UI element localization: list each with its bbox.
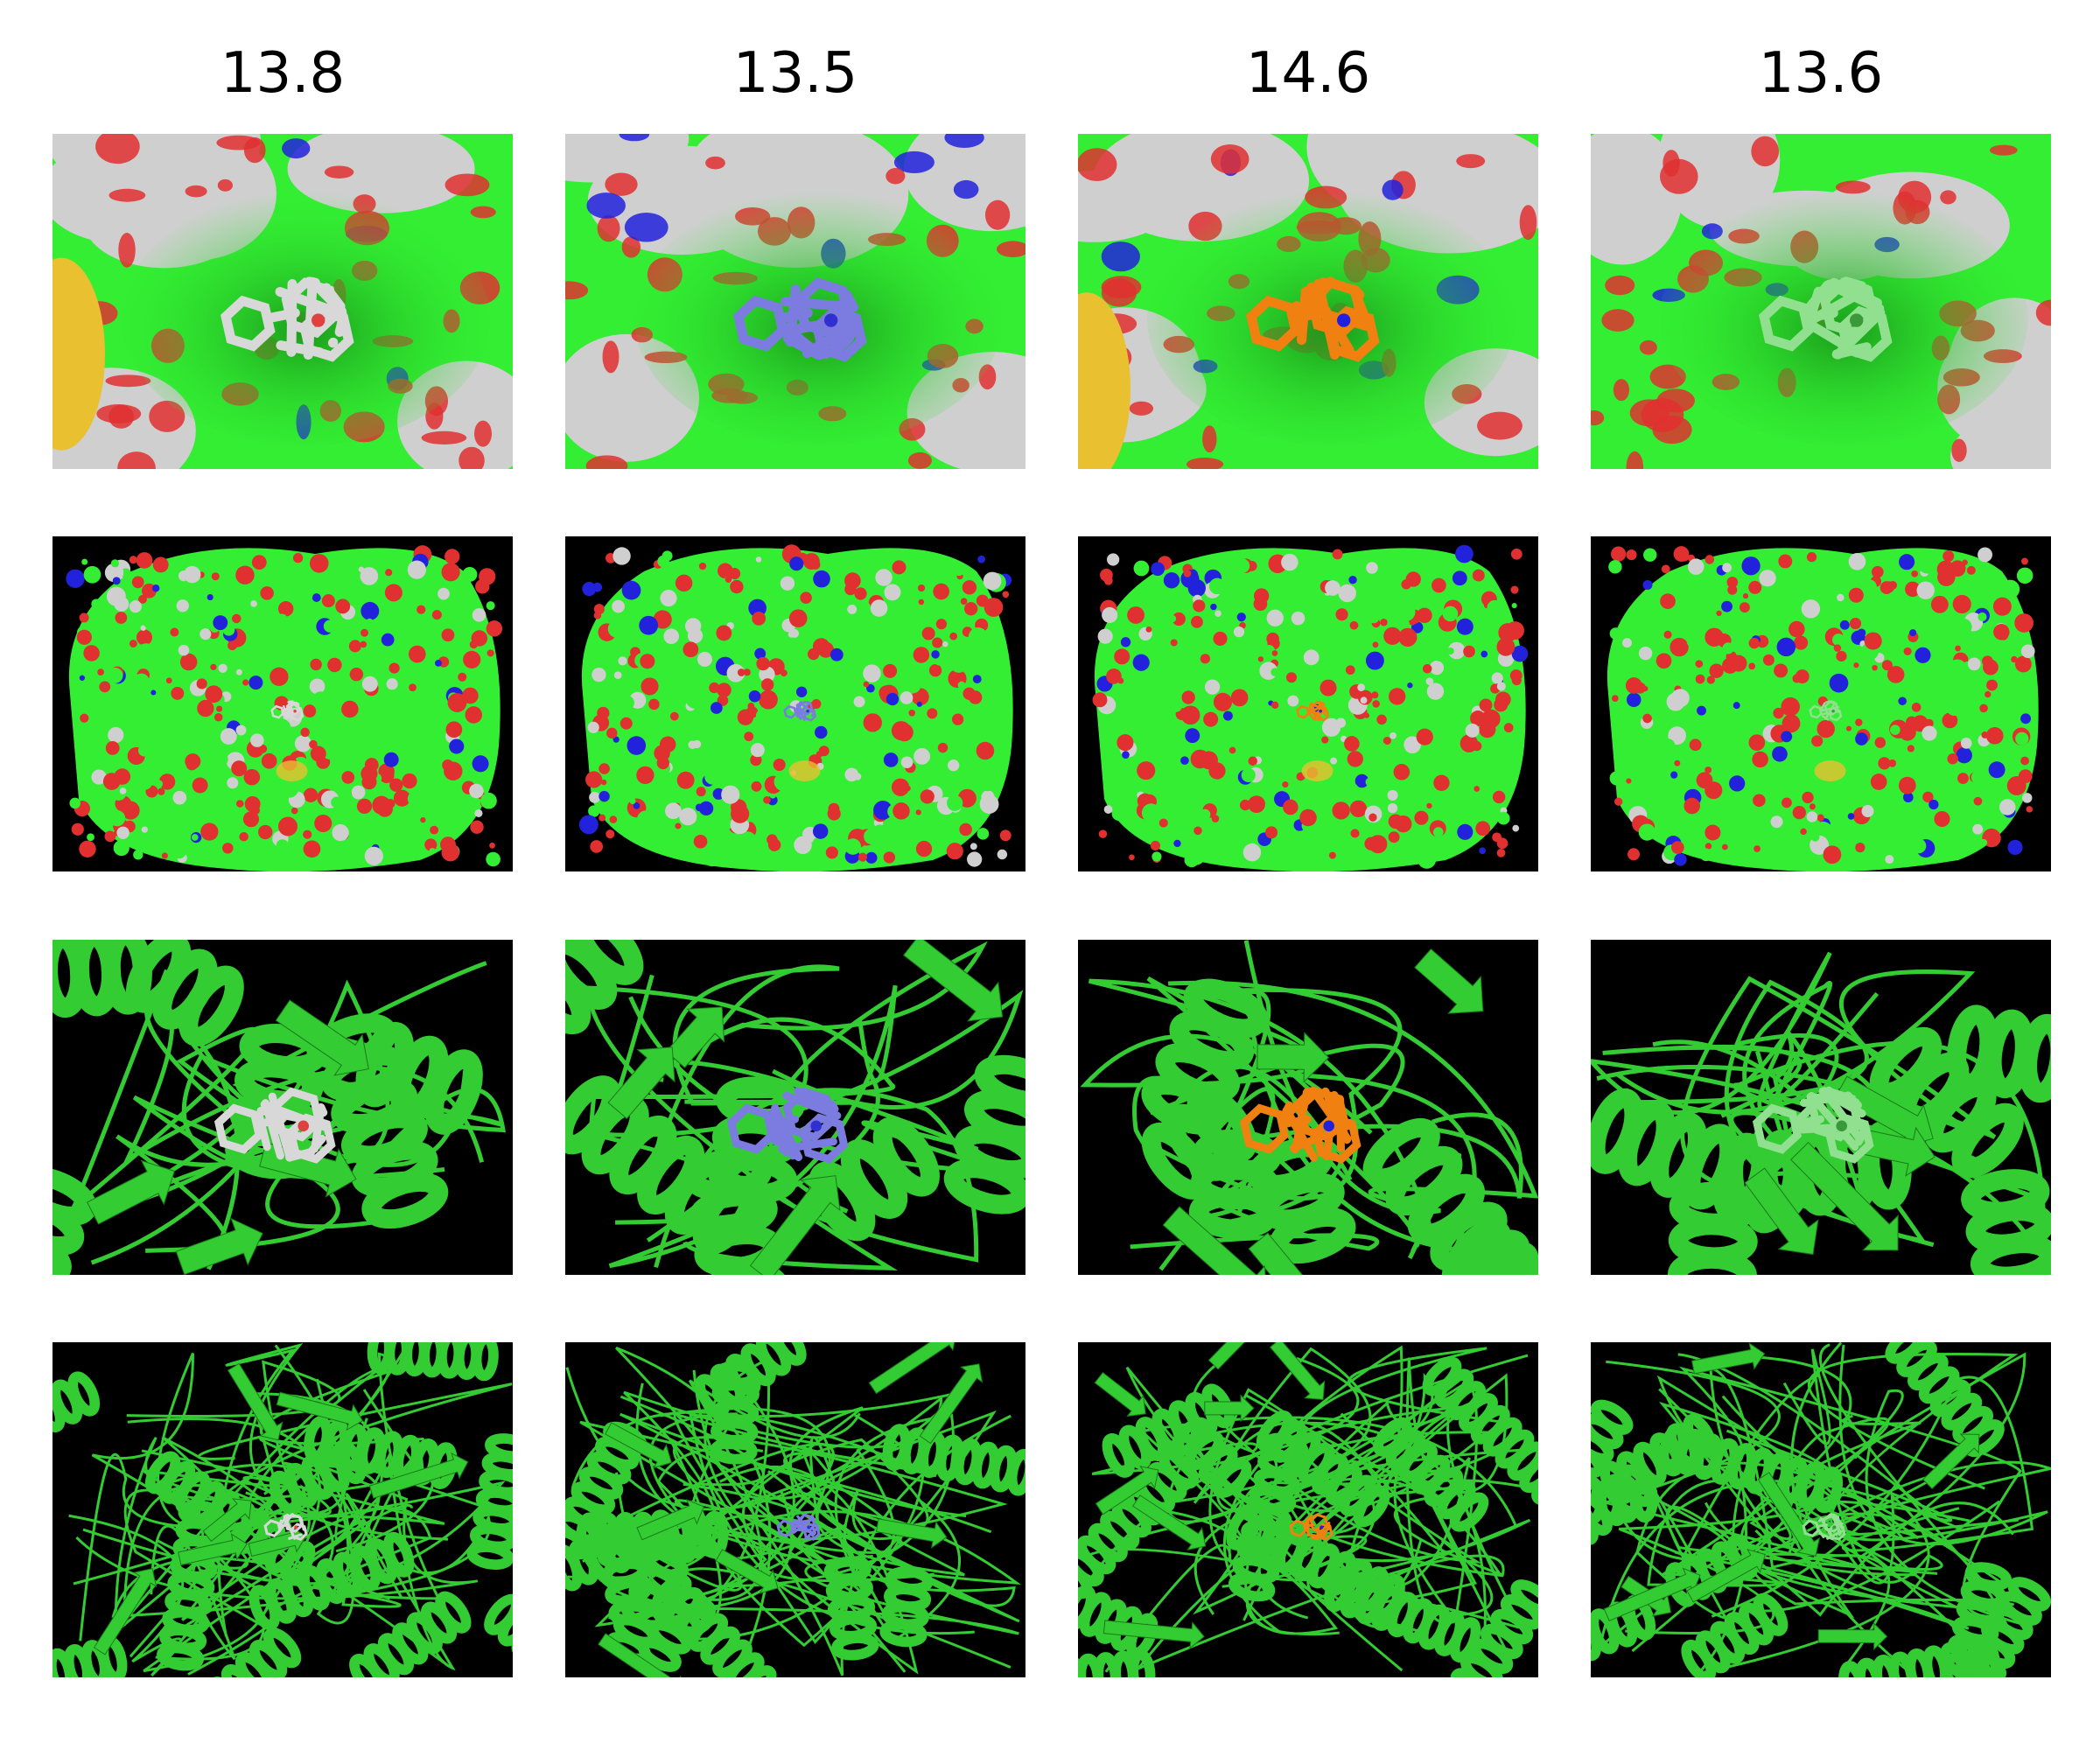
surface-closeup-panel-4 <box>1591 134 2051 469</box>
cartoon-closeup-panel-2 <box>565 940 1026 1275</box>
ligand-stick <box>726 1087 849 1164</box>
ligand-stick <box>270 700 304 722</box>
surface-overview-panel-2 <box>565 536 1026 872</box>
ligand-stick <box>1802 1513 1846 1541</box>
cartoon-overview-panel-4 <box>1591 1342 2051 1677</box>
surface-overview-panel-1 <box>52 536 513 872</box>
ligand-stick <box>1246 276 1380 362</box>
cartoon-closeup-panel-3 <box>1078 940 1538 1275</box>
surface-closeup-panel-1 <box>52 134 513 469</box>
ligand-stick <box>1239 1086 1362 1164</box>
surface-overview-panel-3 <box>1078 536 1538 872</box>
cartoon-overview-panel-1 <box>52 1342 513 1677</box>
ligand-stick <box>220 276 354 362</box>
ligand-stick <box>776 1513 821 1541</box>
ligand-stick <box>733 277 867 362</box>
cartoon-overview-panel-3 <box>1078 1342 1538 1677</box>
ligand-stick <box>783 700 817 722</box>
score-title-1: 13.8 <box>220 41 346 106</box>
ligand-stick <box>263 1513 308 1541</box>
surface-closeup-panel-3 <box>1078 134 1538 469</box>
score-title-4: 13.6 <box>1758 41 1884 106</box>
ligand-stick <box>1809 700 1843 722</box>
cartoon-closeup-panel-4 <box>1591 940 2051 1275</box>
ligand-stick <box>1752 1086 1874 1164</box>
ligand-stick <box>1289 1513 1334 1541</box>
score-title-2: 13.5 <box>732 41 858 106</box>
ligand-stick <box>1296 700 1330 722</box>
surface-overview-panel-4 <box>1591 536 2051 872</box>
score-title-3: 14.6 <box>1245 41 1371 106</box>
ligand-stick <box>214 1087 336 1164</box>
cartoon-closeup-panel-1 <box>52 940 513 1275</box>
ligand-stick <box>1759 276 1893 362</box>
cartoon-overview-panel-2 <box>565 1342 1026 1677</box>
surface-closeup-panel-2 <box>565 134 1026 469</box>
